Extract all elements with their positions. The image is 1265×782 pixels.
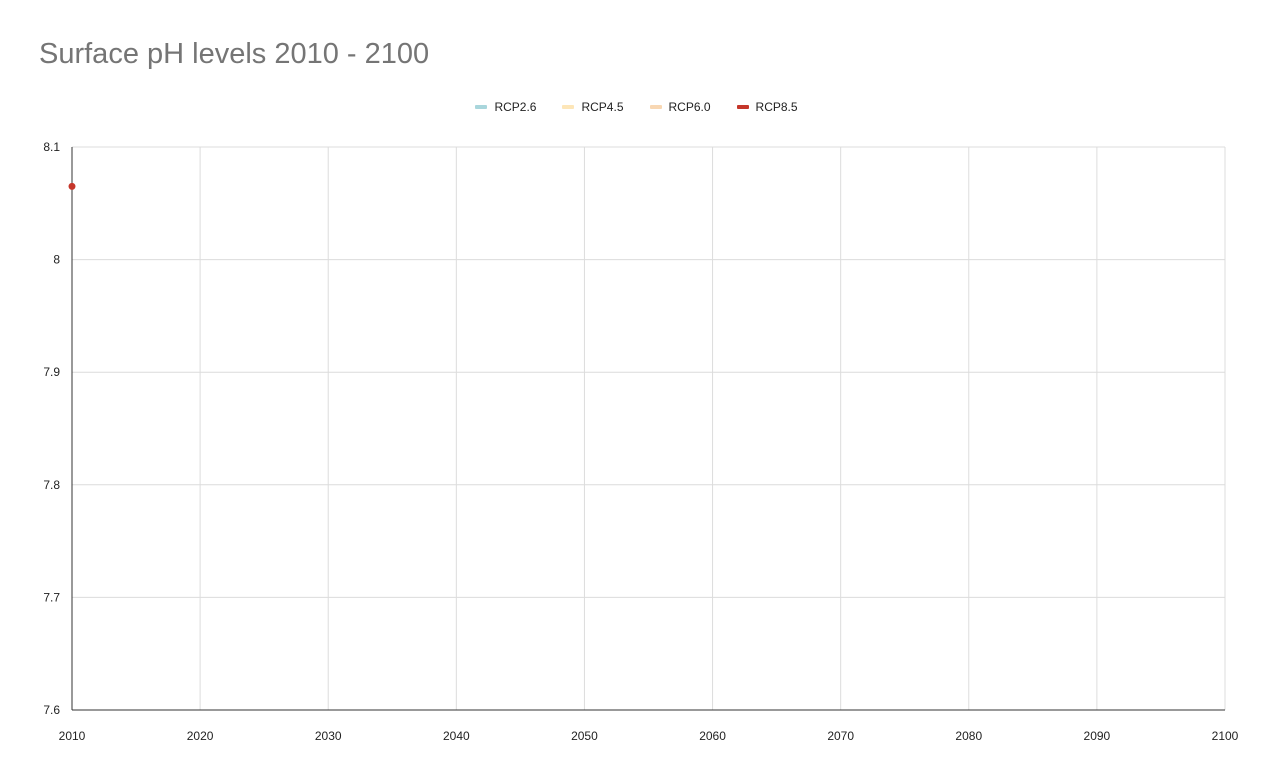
legend-label-rcp26: RCP2.6 <box>494 100 537 114</box>
legend-label-rcp45: RCP4.5 <box>581 100 624 114</box>
legend-item-rcp60[interactable]: RCP6.0 <box>642 99 711 115</box>
legend-item-rcp85[interactable]: RCP8.5 <box>729 99 798 115</box>
legend-swatch-rcp60 <box>649 105 662 109</box>
y-tick-label-8.1: 8.1 <box>43 140 60 154</box>
x-tick-label-2100: 2100 <box>1212 729 1239 743</box>
y-tick-label-7.6: 7.6 <box>43 703 60 717</box>
legend-label-rcp60: RCP6.0 <box>668 100 711 114</box>
legend-item-rcp26[interactable]: RCP2.6 <box>467 99 536 115</box>
x-tick-label-2010: 2010 <box>59 729 86 743</box>
x-tick-label-2020: 2020 <box>187 729 214 743</box>
data-point-rcp85-0 <box>68 182 76 190</box>
x-tick-label-2030: 2030 <box>315 729 342 743</box>
x-tick-label-2040: 2040 <box>443 729 470 743</box>
legend-swatch-rcp85 <box>736 105 749 109</box>
legend-label-rcp85: RCP8.5 <box>755 100 798 114</box>
legend-item-rcp45[interactable]: RCP4.5 <box>554 99 624 115</box>
x-tick-label-2060: 2060 <box>699 729 726 743</box>
x-tick-label-2080: 2080 <box>955 729 982 743</box>
y-tick-label-7.8: 7.8 <box>43 478 60 492</box>
x-tick-label-2050: 2050 <box>571 729 598 743</box>
y-tick-label-7.7: 7.7 <box>43 590 60 604</box>
y-tick-label-8: 8 <box>53 253 60 267</box>
legend: RCP2.6 RCP4.5 RCP6.0 RCP8.5 <box>0 99 1265 115</box>
chart-title: Surface pH levels 2010 - 2100 <box>39 38 430 70</box>
y-tick-label-7.9: 7.9 <box>43 365 60 379</box>
legend-swatch-rcp26 <box>475 105 488 109</box>
legend-swatch-rcp45 <box>562 105 575 109</box>
x-tick-label-2090: 2090 <box>1084 729 1111 743</box>
x-tick-label-2070: 2070 <box>827 729 854 743</box>
